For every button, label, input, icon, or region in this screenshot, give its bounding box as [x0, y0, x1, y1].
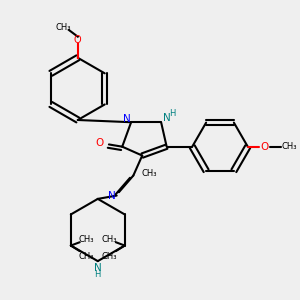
- Text: CH₃: CH₃: [56, 23, 71, 32]
- Text: O: O: [74, 35, 82, 45]
- Text: CH₃: CH₃: [101, 236, 117, 244]
- Text: H: H: [169, 109, 175, 118]
- Text: O: O: [260, 142, 268, 152]
- Text: H: H: [94, 270, 101, 279]
- Text: N: N: [123, 114, 130, 124]
- Text: CH₃: CH₃: [281, 142, 297, 151]
- Text: CH₃: CH₃: [79, 252, 94, 261]
- Text: CH₃: CH₃: [141, 169, 157, 178]
- Text: N: N: [108, 190, 116, 201]
- Text: N: N: [94, 263, 102, 273]
- Text: N: N: [163, 113, 170, 123]
- Text: O: O: [96, 138, 104, 148]
- Text: CH₃: CH₃: [79, 236, 94, 244]
- Text: CH₃: CH₃: [101, 252, 117, 261]
